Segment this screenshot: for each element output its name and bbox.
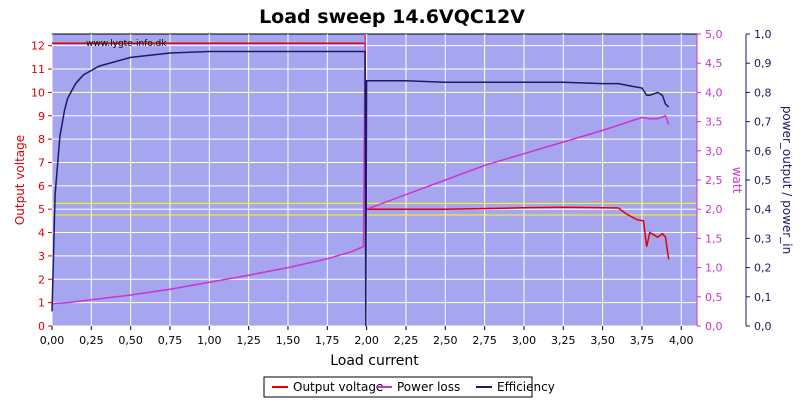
- y-left-tick-label: 9: [38, 110, 45, 123]
- y-left-tick-label: 8: [38, 133, 45, 146]
- x-axis-title: Load current: [330, 353, 419, 369]
- y-left-tick-label: 6: [38, 180, 45, 193]
- reference-lines: [52, 202, 697, 216]
- x-tick-label: 2,50: [433, 334, 458, 347]
- y-left-tick-label: 7: [38, 156, 45, 169]
- y-left-tick-label: 5: [38, 203, 45, 216]
- y-right2-tick-label: 0,7: [754, 116, 772, 129]
- axes: 0,00 0,25 0,50 0,75 1,00 1,25 1,50 1,75 2,00 2,25…: [13, 28, 794, 369]
- y-left-tick-label: 10: [31, 86, 45, 99]
- x-tick-label: 1,00: [197, 334, 222, 347]
- x-tick-label: 2,00: [354, 334, 379, 347]
- x-tick-label: 2,75: [472, 334, 497, 347]
- y-right2-tick-label: 0,0: [754, 320, 772, 333]
- legend-entry: Efficiency: [497, 380, 555, 394]
- plot-area: [51, 33, 698, 327]
- legend-box: [263, 376, 533, 398]
- y-right1-tick-label: 2,5: [705, 174, 723, 187]
- x-tick-label: 2,25: [394, 334, 419, 347]
- y-left-tick-label: 2: [38, 273, 45, 286]
- legend: Output voltage Power loss Efficiency: [263, 376, 555, 398]
- x-tick-label: 3,25: [551, 334, 576, 347]
- legend-entry: Power loss: [397, 380, 460, 394]
- watermark-text: www.lygte-info.dk: [86, 39, 167, 49]
- x-tick-label: 0,75: [158, 334, 183, 347]
- y-right1-tick-label: 1,5: [705, 232, 723, 245]
- y-right1-tick-label: 0,5: [705, 291, 723, 304]
- series-layer: [51, 33, 670, 327]
- y-right1-axis-title: watt: [730, 167, 744, 194]
- y-right2-tick-label: 0,4: [754, 203, 772, 216]
- y-right2-tick-label: 0,1: [754, 291, 772, 304]
- x-tick-label: 0,00: [40, 334, 65, 347]
- x-tick-label: 1,75: [315, 334, 340, 347]
- y-left-tick-label: 0: [38, 320, 45, 333]
- y-right1-tick-label: 4,5: [705, 57, 723, 70]
- y-right2-axis-title: power_output / power_in: [780, 106, 794, 254]
- y-right2-tick-label: 1,0: [754, 28, 772, 41]
- y-right1-tick-label: 2,0: [705, 203, 723, 216]
- x-tick-label: 0,25: [79, 334, 104, 347]
- x-tick-label: 0,50: [118, 334, 143, 347]
- y-right1-tick-label: 5,0: [705, 28, 723, 41]
- y-left-tick-label: 12: [31, 40, 45, 53]
- y-right2-tick-label: 0,6: [754, 145, 772, 158]
- x-tick-label: 3,00: [512, 334, 537, 347]
- y-right2-tick-label: 0,2: [754, 262, 772, 275]
- y-left-tick-label: 11: [31, 63, 45, 76]
- x-tick-label: 1,25: [236, 334, 261, 347]
- x-tick-label: 3,50: [590, 334, 615, 347]
- x-tick-label: 3,75: [630, 334, 655, 347]
- y-right2-tick-label: 0,3: [754, 232, 772, 245]
- y-right1-tick-label: 1,0: [705, 262, 723, 275]
- y-left-tick-label: 3: [38, 250, 45, 263]
- y-right1-tick-label: 4,0: [705, 86, 723, 99]
- y-right2-tick-label: 0,9: [754, 57, 772, 70]
- y-right1-tick-label: 0,0: [705, 320, 723, 333]
- x-tick-label: 4,00: [669, 334, 694, 347]
- y-right1-tick-label: 3,5: [705, 116, 723, 129]
- y-right2-tick-label: 0,8: [754, 86, 772, 99]
- legend-entry: Output voltage: [293, 380, 383, 394]
- y-left-tick-label: 4: [38, 227, 45, 240]
- y-right2-tick-label: 0,5: [754, 174, 772, 187]
- y-right1-tick-label: 3,0: [705, 145, 723, 158]
- y-left-axis-title: Output voltage: [13, 135, 27, 225]
- x-tick-label: 1,50: [276, 334, 301, 347]
- chart-title: Load sweep 14.6VQC12V: [259, 6, 525, 28]
- series-output-voltage: [52, 42, 670, 260]
- y-left-tick-label: 1: [38, 297, 45, 310]
- series-efficiency: [51, 50, 670, 327]
